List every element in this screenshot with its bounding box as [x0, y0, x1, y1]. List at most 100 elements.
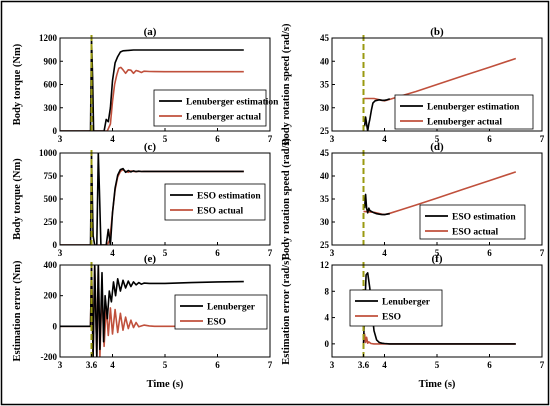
legend: Lenuberger estimation Lenuberger actual: [394, 94, 534, 130]
legend-entry: ESO: [382, 313, 401, 323]
y-tick-label: -200: [41, 352, 58, 362]
series-line-estimation: [60, 153, 244, 245]
x-tick-label: 7: [268, 134, 273, 144]
legend-entry: ESO actual: [197, 207, 244, 217]
x-tick-label: 5: [163, 360, 168, 370]
panel-c: 3 4 5 6 7 0 250 500 750 1000 (c) Body torque (Nm) ES…: [12, 141, 273, 258]
y-axis-label: Body rotation speed (rad/s): [281, 137, 292, 260]
x-tick-label: 3: [330, 360, 335, 370]
y-tick-label: 0: [53, 321, 58, 331]
y-tick-label: 900: [44, 56, 58, 66]
x-tick-label: 6: [487, 360, 492, 370]
y-axis-label: Body rotation speed (rad/s): [281, 23, 292, 146]
x-axis-label: Time (s): [419, 379, 456, 390]
legend-entry: ESO estimation: [197, 192, 261, 202]
y-tick-label: 0: [53, 240, 58, 250]
y-tick-label: 8: [325, 286, 330, 296]
y-tick-label: 40: [320, 171, 330, 181]
x-tick-label: 3: [58, 134, 63, 144]
panel-e: 3 3.6 4 5 6 7 -200 0 200 400 (e) Estimation error (…: [12, 253, 273, 390]
y-tick-label: 25: [320, 126, 330, 136]
y-tick-label: 45: [320, 33, 330, 43]
legend-entry: Lenuberger actual: [186, 113, 261, 123]
panel-f: 3 3.6 4 5 6 7 0 4 8 12 (f) Estimation error (rad/s)…: [281, 253, 545, 390]
legend-entry: ESO actual: [452, 228, 499, 238]
x-tick-label: 6: [215, 360, 220, 370]
x-tick-label: 5: [435, 360, 440, 370]
y-tick-label: 1200: [39, 33, 58, 43]
y-axis-label: Estimation error (Nm): [12, 260, 23, 362]
legend-entry: ESO estimation: [452, 213, 516, 223]
legend-box: [349, 289, 443, 327]
y-tick-label: 400: [44, 260, 58, 270]
panel-title: (e): [144, 253, 157, 265]
x-tick-label: 4: [382, 360, 387, 370]
legend-box: [164, 183, 266, 221]
plot-area: [60, 38, 244, 131]
y-tick-label: 4: [325, 313, 330, 323]
x-tick-label: 6: [215, 134, 220, 144]
legend-entry: Lenuberger: [382, 298, 431, 308]
panel-a: 3 4 5 6 7 0 300 600 900 1200 (a) Body torque (Nm) Le…: [12, 26, 279, 144]
panel-title: (c): [144, 141, 157, 153]
series-line-estimation: [60, 265, 244, 357]
series-line-actual: [60, 66, 244, 131]
x-tick-label: 6: [487, 248, 492, 258]
x-tick-label: 6: [487, 134, 492, 144]
series-line-estimation: [362, 272, 516, 345]
y-tick-label: 250: [44, 217, 58, 227]
x-tick-label: 7: [268, 248, 273, 258]
x-tick-label: 7: [540, 134, 545, 144]
y-tick-label: 200: [44, 291, 58, 301]
legend-box: [153, 89, 267, 127]
y-tick-label: 45: [320, 148, 330, 158]
x-tick-label: 3: [58, 360, 63, 370]
x-tick-label: 4: [382, 134, 387, 144]
plot-area: [60, 265, 244, 357]
panel-title: (b): [430, 26, 444, 38]
x-tick-label: 4: [110, 134, 115, 144]
panel-title: (d): [430, 141, 444, 153]
series-line-estimation: [60, 38, 244, 131]
legend-entry: Lenuberger estimation: [186, 98, 279, 108]
panel-title: (a): [144, 26, 157, 38]
y-tick-label: 0: [325, 339, 330, 349]
legend-entry: Lenuberger actual: [427, 118, 502, 128]
y-tick-label: 40: [320, 56, 330, 66]
x-tick-label: 3: [330, 134, 335, 144]
x-tick-label: 7: [540, 248, 545, 258]
x-tick-label: 7: [540, 360, 545, 370]
legend-box: [394, 94, 534, 130]
y-axis-label: Body torque (Nm): [12, 43, 23, 125]
plot-area: [363, 171, 517, 216]
x-tick-label: 6: [215, 248, 220, 258]
legend-entry: Lenuberger estimation: [427, 103, 520, 113]
legend-entry: Lenuberger: [207, 303, 256, 313]
legend-box: [419, 204, 526, 240]
plot-area: [60, 153, 244, 245]
x-tick-label: 3: [58, 248, 63, 258]
x-tick-label: 5: [435, 248, 440, 258]
legend: ESO estimation ESO actual: [419, 204, 526, 240]
y-tick-label: 1000: [39, 148, 58, 158]
y-tick-label: 35: [320, 80, 330, 90]
x-tick-label: 5: [163, 248, 168, 258]
y-axis-label: Estimation error (rad/s): [281, 257, 292, 365]
legend-entry: ESO: [207, 318, 226, 328]
y-tick-label: 30: [320, 103, 330, 113]
x-tick-label: 4: [382, 248, 387, 258]
y-tick-label: 500: [44, 194, 58, 204]
panel-title: (f): [432, 253, 443, 265]
y-tick-label: 600: [44, 80, 58, 90]
x-tick-label: 5: [435, 134, 440, 144]
x-tick-label: 7: [268, 360, 273, 370]
x-tick-label: 4: [110, 360, 115, 370]
y-tick-label: 750: [44, 171, 58, 181]
x-tick-label: 3: [330, 248, 335, 258]
y-axis-label: Body torque (Nm): [12, 158, 23, 240]
y-tick-label: 35: [320, 194, 330, 204]
